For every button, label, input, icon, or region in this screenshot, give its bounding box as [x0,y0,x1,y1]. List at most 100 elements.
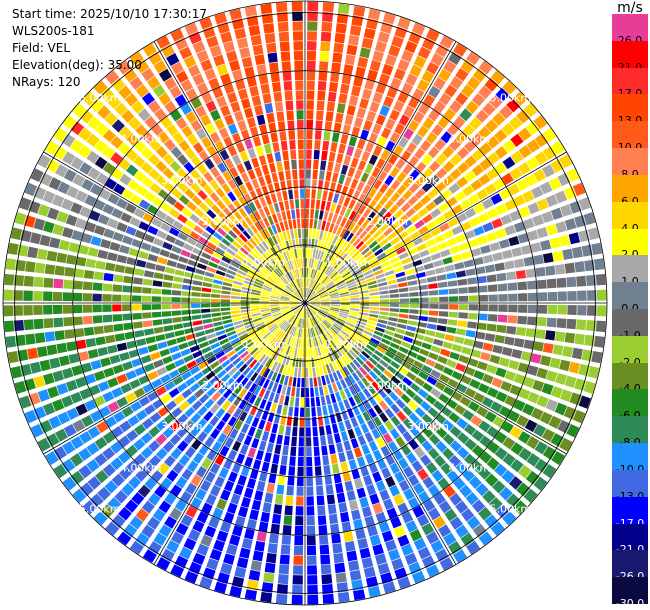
velocity-gate [372,145,383,157]
velocity-gate [296,110,304,120]
velocity-gate [355,240,365,250]
velocity-gate [344,340,353,349]
velocity-gate [30,423,44,438]
velocity-gate [477,285,488,293]
velocity-gate [66,341,77,352]
velocity-gate [320,31,332,42]
velocity-gate [221,315,232,320]
velocity-gate [282,354,288,365]
velocity-gate [359,336,370,344]
velocity-gate [527,202,540,215]
velocity-gate [389,131,401,144]
velocity-gate [350,305,360,309]
velocity-gate [239,151,249,162]
velocity-gate [356,107,367,119]
velocity-gate [556,277,567,288]
velocity-gate [251,417,260,428]
velocity-gate [533,115,548,130]
velocity-gate [434,215,446,225]
colorbar-segment [612,443,648,471]
velocity-gate [363,474,373,486]
velocity-gate [36,248,48,260]
velocity-gate [361,506,373,518]
velocity-gate [338,314,348,319]
velocity-gate [240,336,251,344]
velocity-gate [480,244,491,255]
velocity-gate [308,307,314,316]
velocity-gate [232,154,242,166]
velocity-gate [247,328,257,335]
velocity-gate [190,182,202,194]
velocity-gate [499,486,513,501]
velocity-gate [205,123,216,135]
velocity-gate [286,386,292,396]
velocity-gate [306,60,316,71]
velocity-gate [273,314,283,321]
velocity-gate [305,417,311,427]
velocity-gate [234,211,243,222]
velocity-gate [451,204,463,215]
velocity-gate [366,484,377,496]
velocity-gate [337,591,350,603]
velocity-gate [389,342,400,350]
velocity-gate [270,338,278,348]
velocity-gate [389,303,400,308]
velocity-gate [357,380,366,390]
velocity-gate [410,213,421,224]
velocity-gate [68,242,80,253]
velocity-gate [307,584,318,595]
velocity-gate [310,208,315,219]
velocity-gate [153,532,167,546]
velocity-gate [451,391,463,402]
velocity-gate [355,277,366,283]
velocity-gate [195,488,207,501]
velocity-gate [292,294,301,300]
velocity-gate [423,94,436,107]
velocity-gate [327,329,335,338]
velocity-gate [486,387,499,398]
velocity-gate [348,499,359,511]
velocity-gate [527,292,538,302]
velocity-gate [319,355,325,366]
velocity-gate [298,318,302,328]
velocity-gate [332,402,340,413]
velocity-gate [335,204,342,215]
velocity-gate [34,332,46,344]
velocity-gate [319,544,330,555]
velocity-gate [401,543,414,556]
velocity-gate [478,304,488,312]
velocity-gate [169,433,182,446]
velocity-gate [107,377,119,388]
velocity-gate [134,170,146,183]
velocity-gate [360,303,370,306]
velocity-gate [376,346,387,354]
velocity-gate [253,262,262,271]
velocity-gate [494,431,508,444]
velocity-gate [220,373,231,383]
velocity-gate [164,492,177,506]
velocity-gate [242,243,252,253]
velocity-gate [290,304,300,307]
velocity-gate [300,258,303,268]
velocity-gate [239,247,249,256]
colorbar-segment [612,416,648,444]
velocity-gate [90,410,103,423]
velocity-gate [526,139,540,153]
velocity-gate [235,141,246,153]
velocity-gate [455,362,467,373]
velocity-gate [234,419,244,431]
velocity-gate [120,212,132,223]
velocity-gate [103,324,114,334]
velocity-gate [296,100,304,110]
velocity-gate [249,382,257,393]
velocity-gate [480,351,491,362]
velocity-gate [70,156,84,170]
velocity-gate [409,425,420,437]
nrays-label: NRays: 120 [12,75,81,89]
velocity-gate [523,103,538,118]
velocity-gate [114,490,128,504]
velocity-gate [231,313,242,318]
velocity-gate [292,21,303,31]
velocity-gate [56,252,68,264]
velocity-gate [344,208,352,219]
